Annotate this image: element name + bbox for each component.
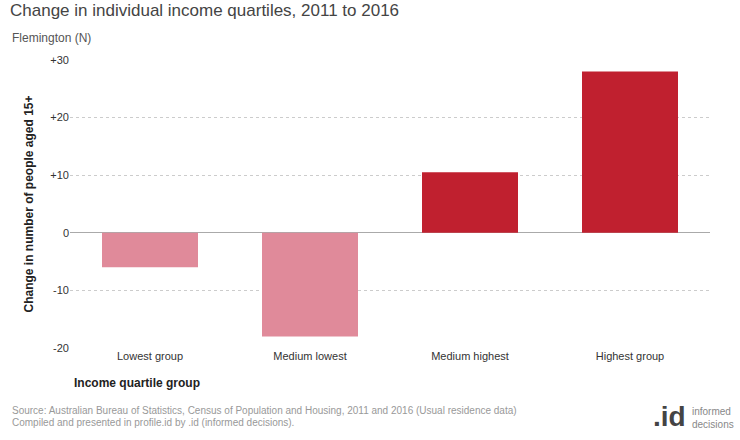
svg-text:Change in number of people age: Change in number of people aged 15+ [22, 95, 36, 312]
svg-text:+30: +30 [50, 54, 69, 66]
svg-text:Source: Australian Bureau of S: Source: Australian Bureau of Statistics,… [12, 405, 517, 416]
svg-text:Medium lowest: Medium lowest [273, 350, 346, 362]
svg-text:Compiled and presented in prof: Compiled and presented in profile.id by … [12, 417, 294, 428]
svg-text:-10: -10 [53, 284, 69, 296]
svg-text:Flemington (N): Flemington (N) [12, 31, 91, 45]
svg-text:-20: -20 [53, 342, 69, 354]
svg-text:Income quartile group: Income quartile group [74, 376, 200, 390]
svg-text:informeddecisions: informeddecisions [692, 406, 734, 430]
svg-text:+10: +10 [50, 169, 69, 181]
svg-text:+20: +20 [50, 111, 69, 123]
svg-text:Change in individual income qu: Change in individual income quartiles, 2… [10, 1, 399, 20]
svg-text:Medium highest: Medium highest [431, 350, 509, 362]
svg-text:Highest group: Highest group [596, 350, 665, 362]
svg-text:.id: .id [653, 401, 686, 432]
svg-text:Lowest group: Lowest group [117, 350, 183, 362]
svg-text:0: 0 [63, 227, 69, 239]
